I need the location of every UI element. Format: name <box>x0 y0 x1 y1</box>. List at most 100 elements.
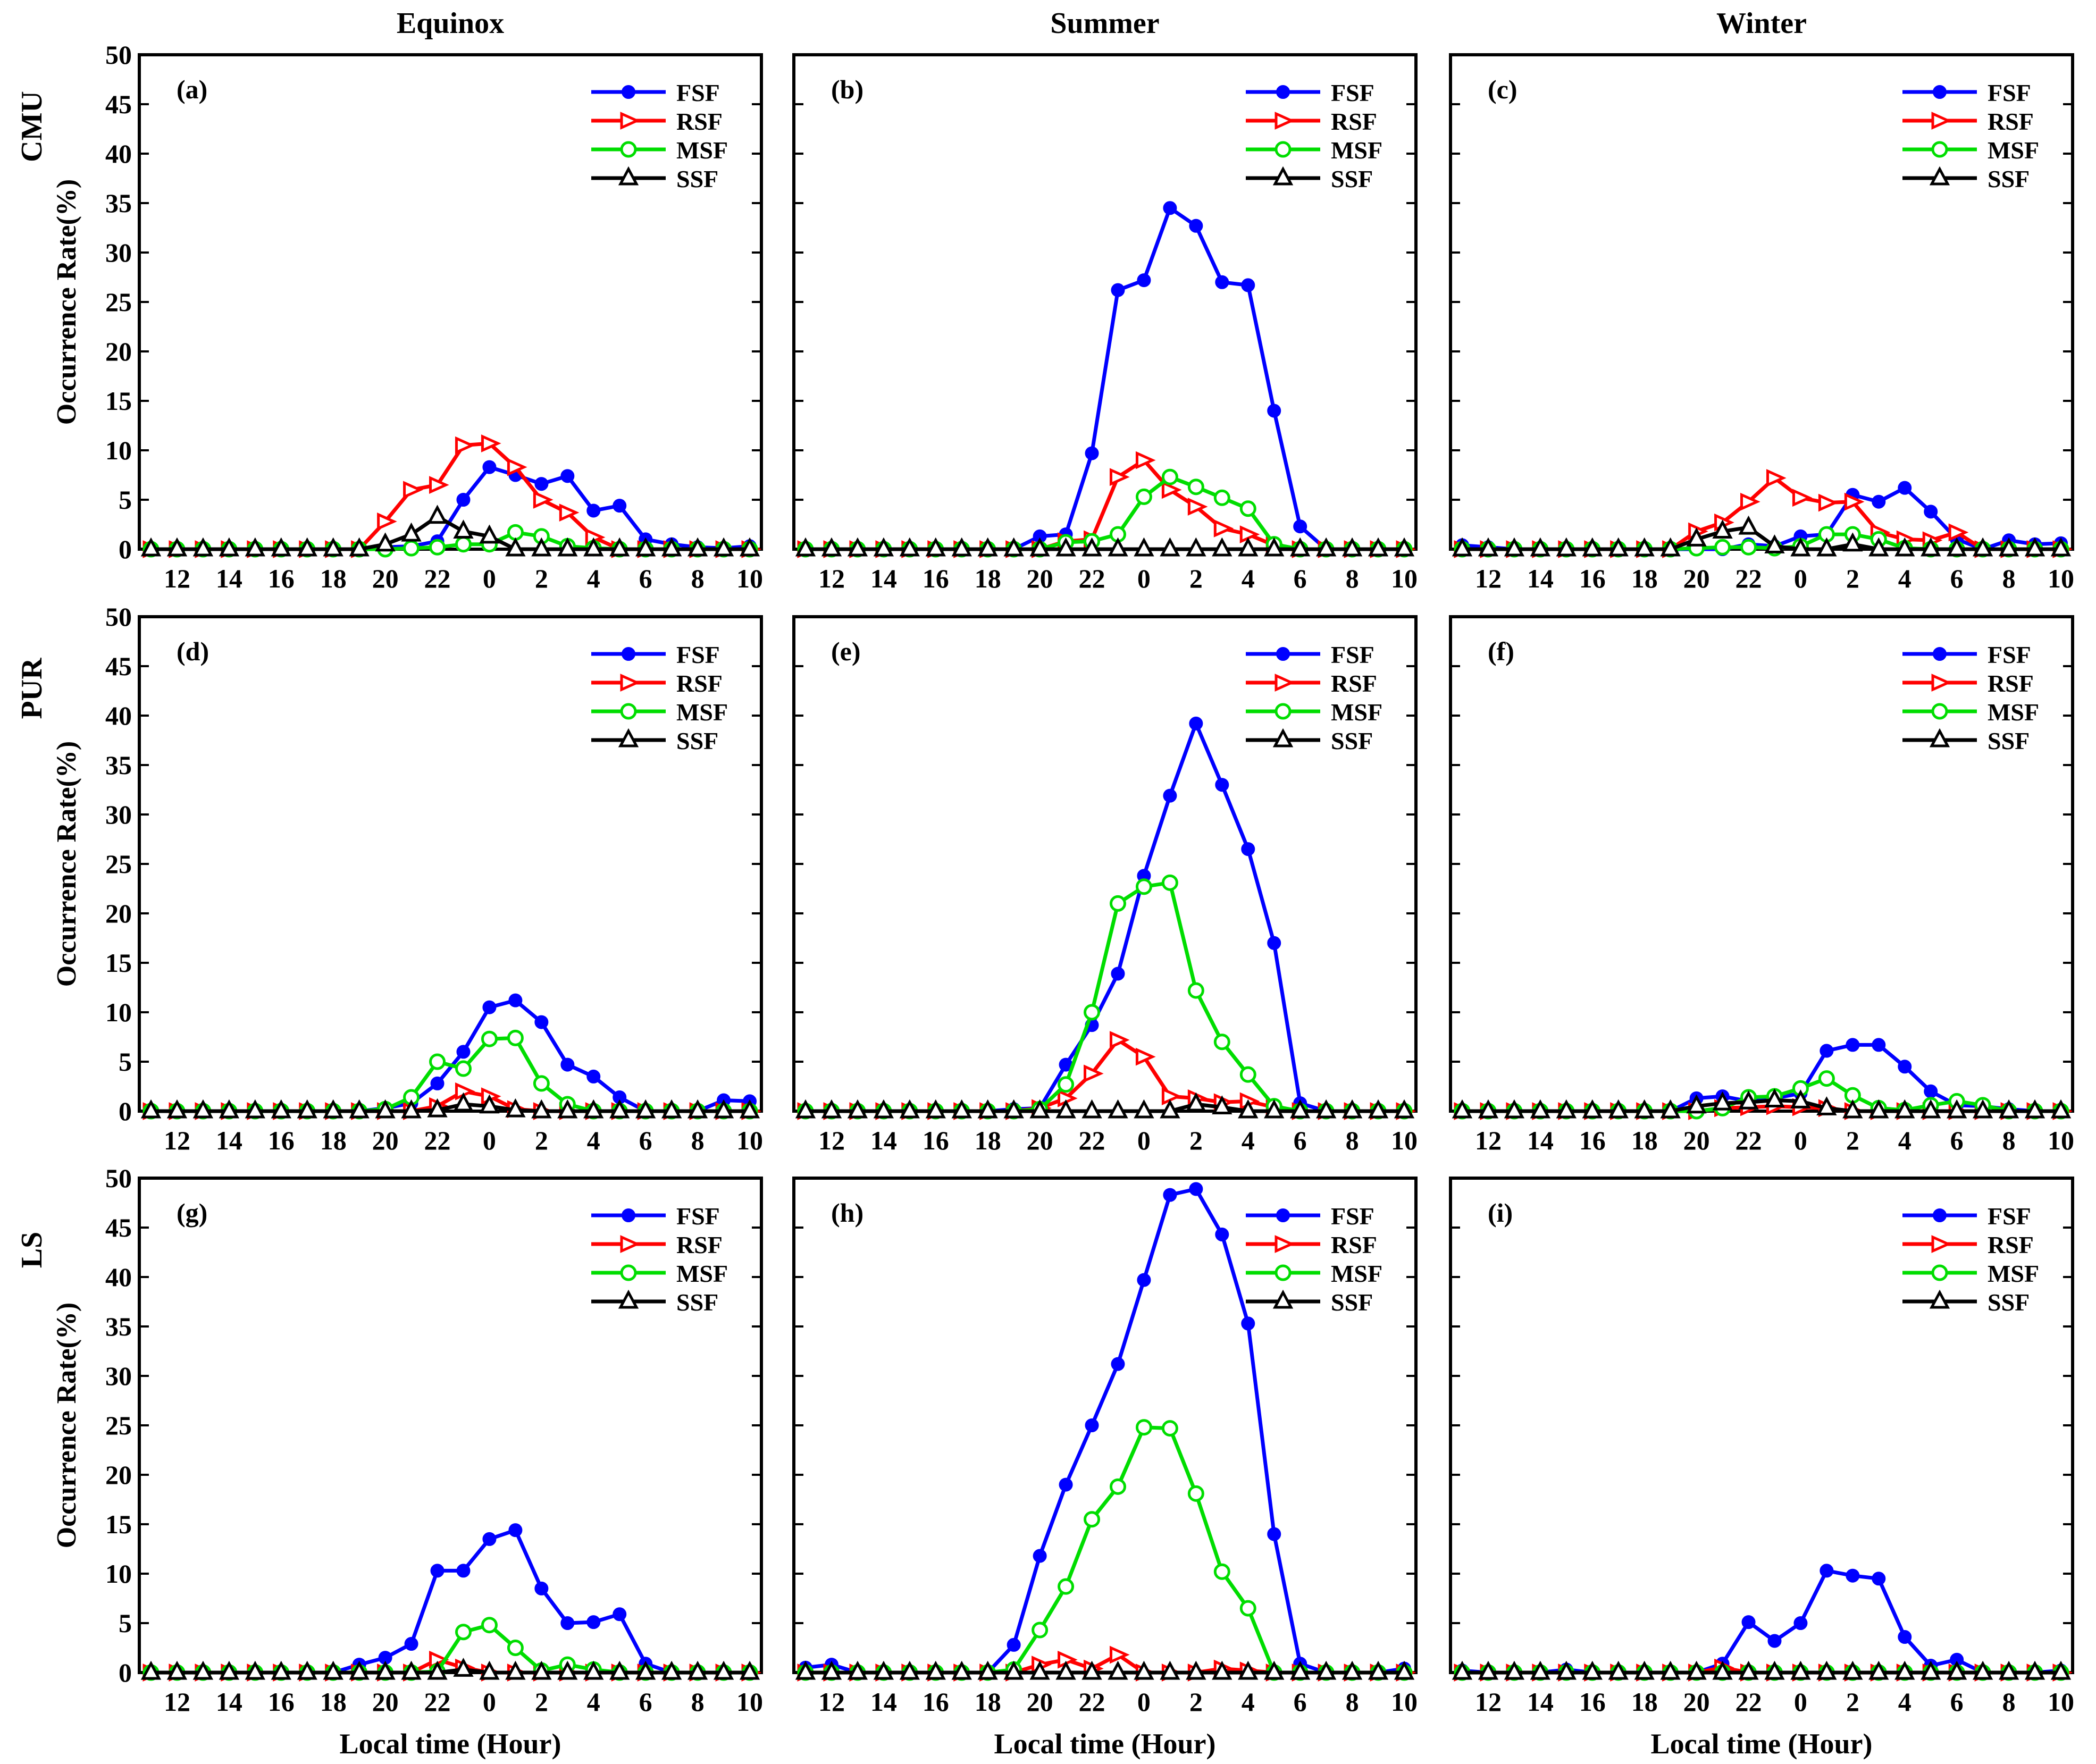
ssf-point <box>531 537 552 557</box>
x-tick-label: 12 <box>1475 1687 1502 1717</box>
x-tick-label: 22 <box>1736 1125 1762 1155</box>
x-tick-label: 2 <box>535 1687 548 1717</box>
msf-point <box>1931 1264 1948 1281</box>
x-tick-label: 10 <box>1391 564 1418 593</box>
y-tick-label: 45 <box>105 1213 132 1242</box>
ssf-point <box>873 1099 894 1119</box>
ssf-point <box>977 1660 998 1680</box>
plot-frame <box>792 1177 1418 1674</box>
ssf-point <box>1238 1660 1259 1680</box>
fsf-point <box>586 503 601 518</box>
x-tick-label: 22 <box>1079 564 1105 593</box>
legend-label: FSF <box>1331 641 1374 668</box>
ssf-point <box>1289 1660 1311 1680</box>
ssf-point <box>140 1099 162 1119</box>
rsf-point <box>533 491 554 509</box>
ssf-point <box>1868 1660 1889 1680</box>
ssf-point <box>1842 1660 1863 1680</box>
x-tick-label: 18 <box>320 1125 347 1155</box>
x-tick-label: 8 <box>2002 564 2016 593</box>
msf-point <box>403 540 420 557</box>
ssf-point <box>583 1099 604 1119</box>
ssf-point <box>583 537 604 557</box>
panel-tag: (b) <box>831 74 863 104</box>
plot-frame <box>138 1177 763 1674</box>
y-tick-label: 15 <box>105 948 132 978</box>
ssf-point <box>1504 537 1525 557</box>
legend-item-msf: MSF <box>1246 699 1382 726</box>
msf-point <box>1135 878 1152 895</box>
ssf-point <box>1134 1099 1154 1119</box>
legend-item-fsf: FSF <box>1902 79 2031 106</box>
x-tick-label: 8 <box>1346 1687 1359 1717</box>
legend-label: FSF <box>1331 79 1374 106</box>
x-tick-label: 14 <box>870 564 897 593</box>
y-tick-label: 30 <box>105 238 132 267</box>
legend-label: FSF <box>676 79 720 106</box>
ssf-point <box>618 1289 639 1309</box>
ssf-point <box>925 537 946 557</box>
ssf-point <box>453 1658 474 1677</box>
legend-label: RSF <box>1331 670 1377 697</box>
ssf-point <box>1972 1099 1993 1119</box>
x-tick-label: 10 <box>736 564 763 593</box>
x-tick-label: 6 <box>1950 564 1964 593</box>
fsf-point <box>508 993 523 1007</box>
ssf-point <box>1842 532 1863 552</box>
ssf-point <box>1452 1099 1473 1119</box>
y-tick-label: 10 <box>105 1559 132 1589</box>
x-tick-label: 14 <box>1527 1125 1554 1155</box>
fsf-point <box>1189 1182 1203 1196</box>
ssf-point <box>1998 537 2019 557</box>
rsf-point <box>1109 1645 1130 1664</box>
y-tick-label: 40 <box>105 139 132 169</box>
plot-frame <box>792 615 1418 1113</box>
legend-item-rsf: RSF <box>1902 670 2034 697</box>
fsf-point <box>482 460 497 474</box>
ssf-point <box>899 1660 920 1680</box>
ssf-point <box>739 537 760 557</box>
fsf-point <box>1276 1208 1290 1222</box>
ssf-point <box>1272 1289 1294 1309</box>
ssf-point <box>1686 1094 1707 1114</box>
x-tick-label: 10 <box>1391 1125 1418 1155</box>
ssf-point <box>847 537 868 557</box>
ssf-point <box>1764 534 1785 553</box>
fsf-point <box>1137 273 1151 288</box>
x-tick-label: 18 <box>1631 1125 1658 1155</box>
ssf-point <box>1186 1660 1206 1680</box>
fsf-point <box>586 1615 601 1629</box>
msf-point <box>1187 982 1204 999</box>
rsf-point <box>1931 112 1952 130</box>
rsf-point <box>1818 493 1839 512</box>
x-tick-label: 20 <box>1027 1687 1053 1717</box>
ssf-point <box>1003 1660 1024 1680</box>
ssf-point <box>1394 1099 1415 1119</box>
msf-point <box>1931 141 1948 158</box>
rsf-point <box>1766 469 1787 487</box>
panel-tag: (d) <box>177 636 209 666</box>
rsf-point <box>507 458 527 476</box>
plot-frame <box>138 53 763 551</box>
ssf-point <box>1342 537 1363 557</box>
ssf-point <box>479 524 500 544</box>
legend-item-ssf: SSF <box>1246 727 1373 754</box>
ssf-point <box>1055 1660 1076 1680</box>
msf-point <box>1032 1622 1049 1639</box>
ssf-point <box>505 537 526 557</box>
x-tick-label: 22 <box>424 1687 451 1717</box>
ssf-point <box>297 1660 317 1680</box>
ssf-point <box>635 537 656 557</box>
ssf-point <box>427 505 448 524</box>
x-tick-label: 20 <box>372 564 399 593</box>
column-title-equinox: Equinox <box>397 7 504 40</box>
rsf-point <box>1187 498 1208 516</box>
plot-frame <box>138 615 763 1113</box>
fsf-point <box>1898 481 1912 495</box>
ssf-point <box>323 1660 343 1680</box>
fsf-point <box>1163 1188 1177 1202</box>
msf-point <box>1740 539 1757 556</box>
rsf-point <box>1109 468 1130 486</box>
ssf-point <box>375 1099 396 1119</box>
